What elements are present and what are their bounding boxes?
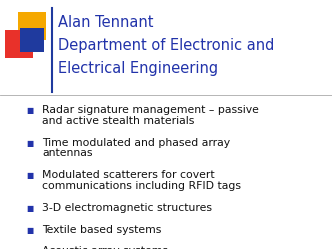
- Text: ■: ■: [26, 171, 34, 180]
- Bar: [5, 30, 33, 58]
- Text: Acoustic array systems: Acoustic array systems: [42, 247, 168, 249]
- Text: ■: ■: [26, 106, 34, 115]
- Text: Textile based systems: Textile based systems: [42, 225, 161, 235]
- Text: Time modulated and phased array: Time modulated and phased array: [42, 137, 230, 147]
- Text: ■: ■: [26, 226, 34, 235]
- Bar: [18, 12, 46, 40]
- Text: Department of Electronic and: Department of Electronic and: [58, 38, 274, 53]
- Text: ■: ■: [26, 248, 34, 249]
- Text: Radar signature management – passive: Radar signature management – passive: [42, 105, 259, 115]
- Text: and active stealth materials: and active stealth materials: [42, 116, 194, 125]
- Bar: [20, 28, 44, 52]
- Text: ■: ■: [26, 203, 34, 212]
- Text: Alan Tennant: Alan Tennant: [58, 15, 153, 30]
- Text: antennas: antennas: [42, 148, 93, 158]
- Text: Modulated scatterers for covert: Modulated scatterers for covert: [42, 170, 214, 180]
- Text: 3-D electromagnetic structures: 3-D electromagnetic structures: [42, 202, 212, 212]
- Text: Electrical Engineering: Electrical Engineering: [58, 61, 218, 76]
- Text: ■: ■: [26, 138, 34, 147]
- Text: communications including RFID tags: communications including RFID tags: [42, 181, 241, 190]
